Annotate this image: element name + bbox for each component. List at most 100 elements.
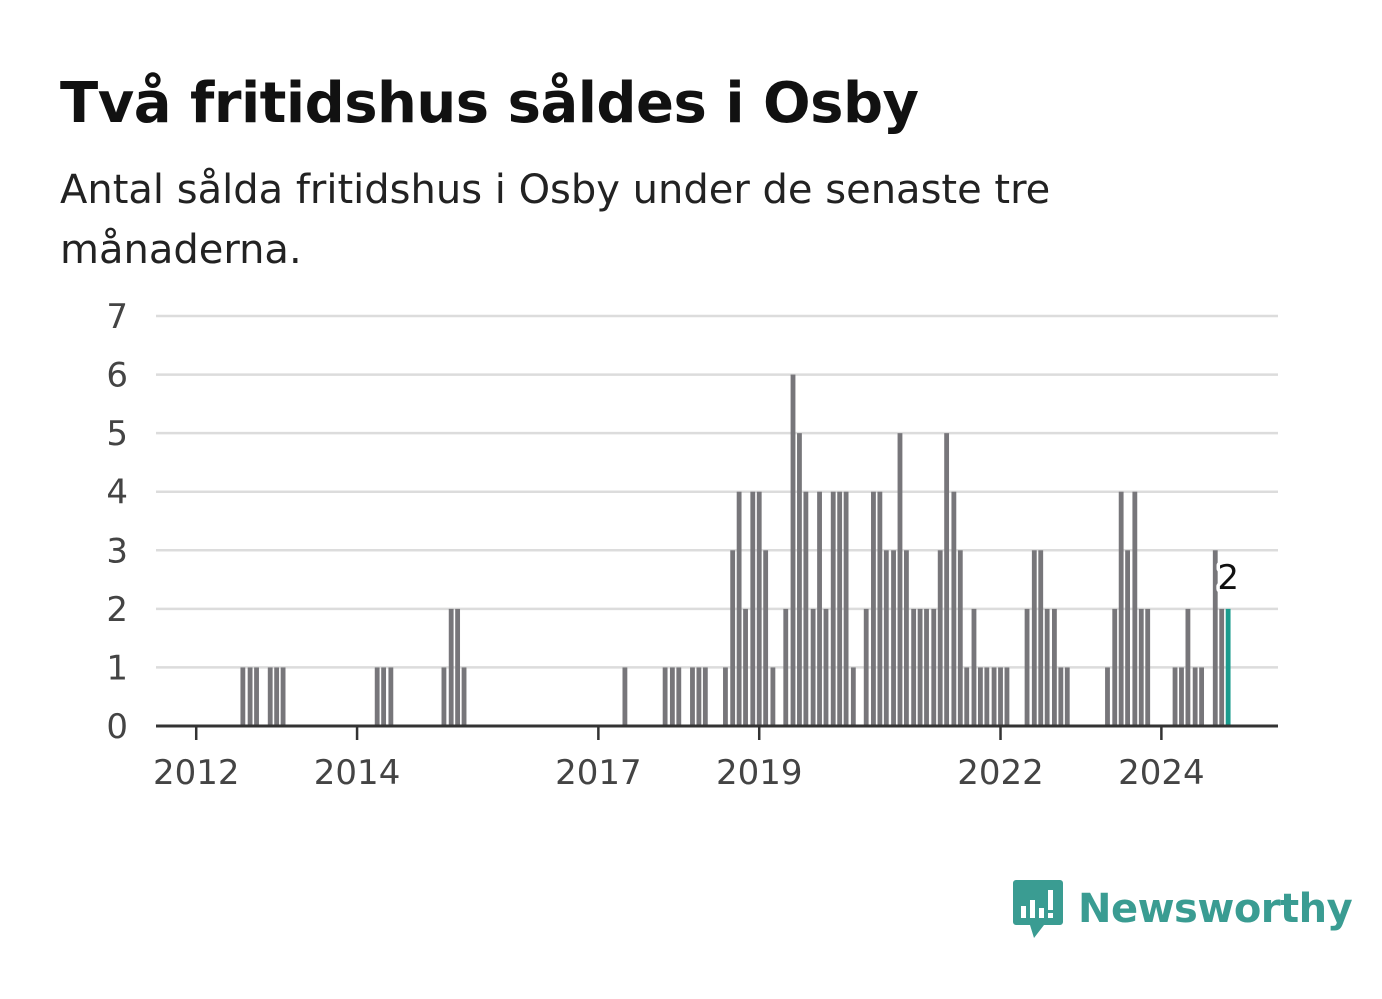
bar bbox=[977, 667, 983, 726]
x-tick-label: 2014 bbox=[314, 753, 401, 793]
bar bbox=[1172, 667, 1178, 726]
bar bbox=[723, 667, 728, 726]
bar bbox=[461, 667, 467, 726]
bar bbox=[877, 491, 883, 726]
x-tick-label: 2024 bbox=[1118, 753, 1205, 793]
bar bbox=[756, 491, 762, 726]
bar bbox=[951, 491, 957, 726]
bar bbox=[1138, 608, 1144, 726]
bar bbox=[904, 550, 909, 726]
bar bbox=[1145, 608, 1151, 726]
newsworthy-logo-icon bbox=[1013, 880, 1063, 938]
bars bbox=[240, 374, 1231, 726]
highlight-value-label: 2 bbox=[1217, 558, 1239, 598]
bar bbox=[1064, 667, 1070, 726]
bar bbox=[984, 667, 990, 726]
bar bbox=[871, 491, 876, 726]
bar bbox=[998, 667, 1003, 726]
x-tick-label: 2012 bbox=[153, 753, 240, 793]
bar bbox=[1132, 491, 1138, 726]
bar bbox=[931, 608, 937, 726]
bar bbox=[267, 667, 273, 726]
bar bbox=[750, 491, 756, 726]
bar bbox=[1112, 608, 1118, 726]
bar bbox=[783, 608, 789, 726]
y-tick-label: 4 bbox=[106, 473, 128, 513]
y-axis-ticks: 0 1 2 3 4 5 6 7 bbox=[106, 297, 128, 747]
bar bbox=[455, 608, 461, 726]
gridlines bbox=[156, 314, 1278, 669]
bar bbox=[837, 491, 843, 726]
chart-title: Två fritidshus såldes i Osby bbox=[60, 71, 919, 136]
bar bbox=[863, 608, 869, 726]
bar bbox=[957, 550, 963, 726]
bar bbox=[662, 667, 668, 726]
bar bbox=[911, 608, 917, 726]
bar bbox=[991, 667, 997, 726]
bar bbox=[1118, 491, 1124, 726]
bar bbox=[803, 491, 809, 726]
bar bbox=[743, 608, 748, 726]
bar-highlight bbox=[1225, 608, 1231, 726]
bar bbox=[1024, 608, 1030, 726]
bar bbox=[810, 608, 816, 726]
y-tick-label: 6 bbox=[106, 356, 128, 396]
bar bbox=[937, 550, 943, 726]
bar bbox=[1031, 550, 1037, 726]
bar bbox=[883, 550, 889, 726]
y-tick-label: 2 bbox=[106, 590, 128, 630]
bar bbox=[1199, 667, 1205, 726]
annotations: 2 bbox=[1214, 554, 1243, 601]
bar bbox=[770, 667, 776, 726]
bar bbox=[1185, 608, 1191, 726]
bar bbox=[823, 608, 829, 726]
bar bbox=[441, 667, 447, 726]
bar bbox=[374, 667, 380, 726]
bar bbox=[1219, 608, 1225, 726]
bar bbox=[1212, 550, 1218, 726]
y-tick-label: 5 bbox=[106, 414, 128, 454]
x-tick-label: 2019 bbox=[716, 753, 803, 793]
x-axis: 2012 2014 2017 2019 2022 2024 bbox=[153, 724, 1278, 793]
bar bbox=[1179, 667, 1184, 726]
bar bbox=[676, 667, 682, 726]
bar bbox=[274, 667, 280, 726]
bar bbox=[964, 667, 970, 726]
bar bbox=[790, 374, 796, 726]
bar bbox=[817, 491, 822, 726]
bar bbox=[254, 667, 259, 726]
bar bbox=[1125, 550, 1131, 726]
bar bbox=[280, 667, 286, 726]
bar bbox=[1192, 667, 1198, 726]
y-tick-label: 7 bbox=[106, 297, 128, 337]
bar bbox=[240, 667, 246, 726]
chart-subtitle: Antal sålda fritidshus i Osby under de s… bbox=[60, 167, 1051, 273]
bar bbox=[669, 667, 675, 726]
bar bbox=[690, 667, 695, 726]
bar bbox=[1044, 608, 1050, 726]
bar bbox=[944, 433, 950, 726]
bar bbox=[843, 491, 849, 726]
bar bbox=[247, 667, 253, 726]
bar bbox=[850, 667, 856, 726]
bar bbox=[917, 608, 923, 726]
bar bbox=[622, 667, 628, 726]
bar bbox=[797, 433, 802, 726]
bar bbox=[448, 608, 454, 726]
bar bbox=[388, 667, 394, 726]
bar bbox=[763, 550, 769, 726]
brand-name: Newsworthy bbox=[1078, 886, 1353, 932]
bar bbox=[971, 608, 977, 726]
bar bbox=[924, 608, 929, 726]
newsworthy-logo: Newsworthy bbox=[1012, 878, 1353, 940]
bar bbox=[1038, 550, 1044, 726]
y-tick-label: 3 bbox=[106, 531, 128, 571]
bar bbox=[891, 550, 896, 726]
y-tick-label: 0 bbox=[106, 707, 128, 747]
bar bbox=[381, 667, 387, 726]
bar bbox=[1105, 667, 1110, 726]
bar bbox=[702, 667, 708, 726]
bar bbox=[1051, 608, 1057, 726]
x-tick-label: 2022 bbox=[957, 753, 1044, 793]
